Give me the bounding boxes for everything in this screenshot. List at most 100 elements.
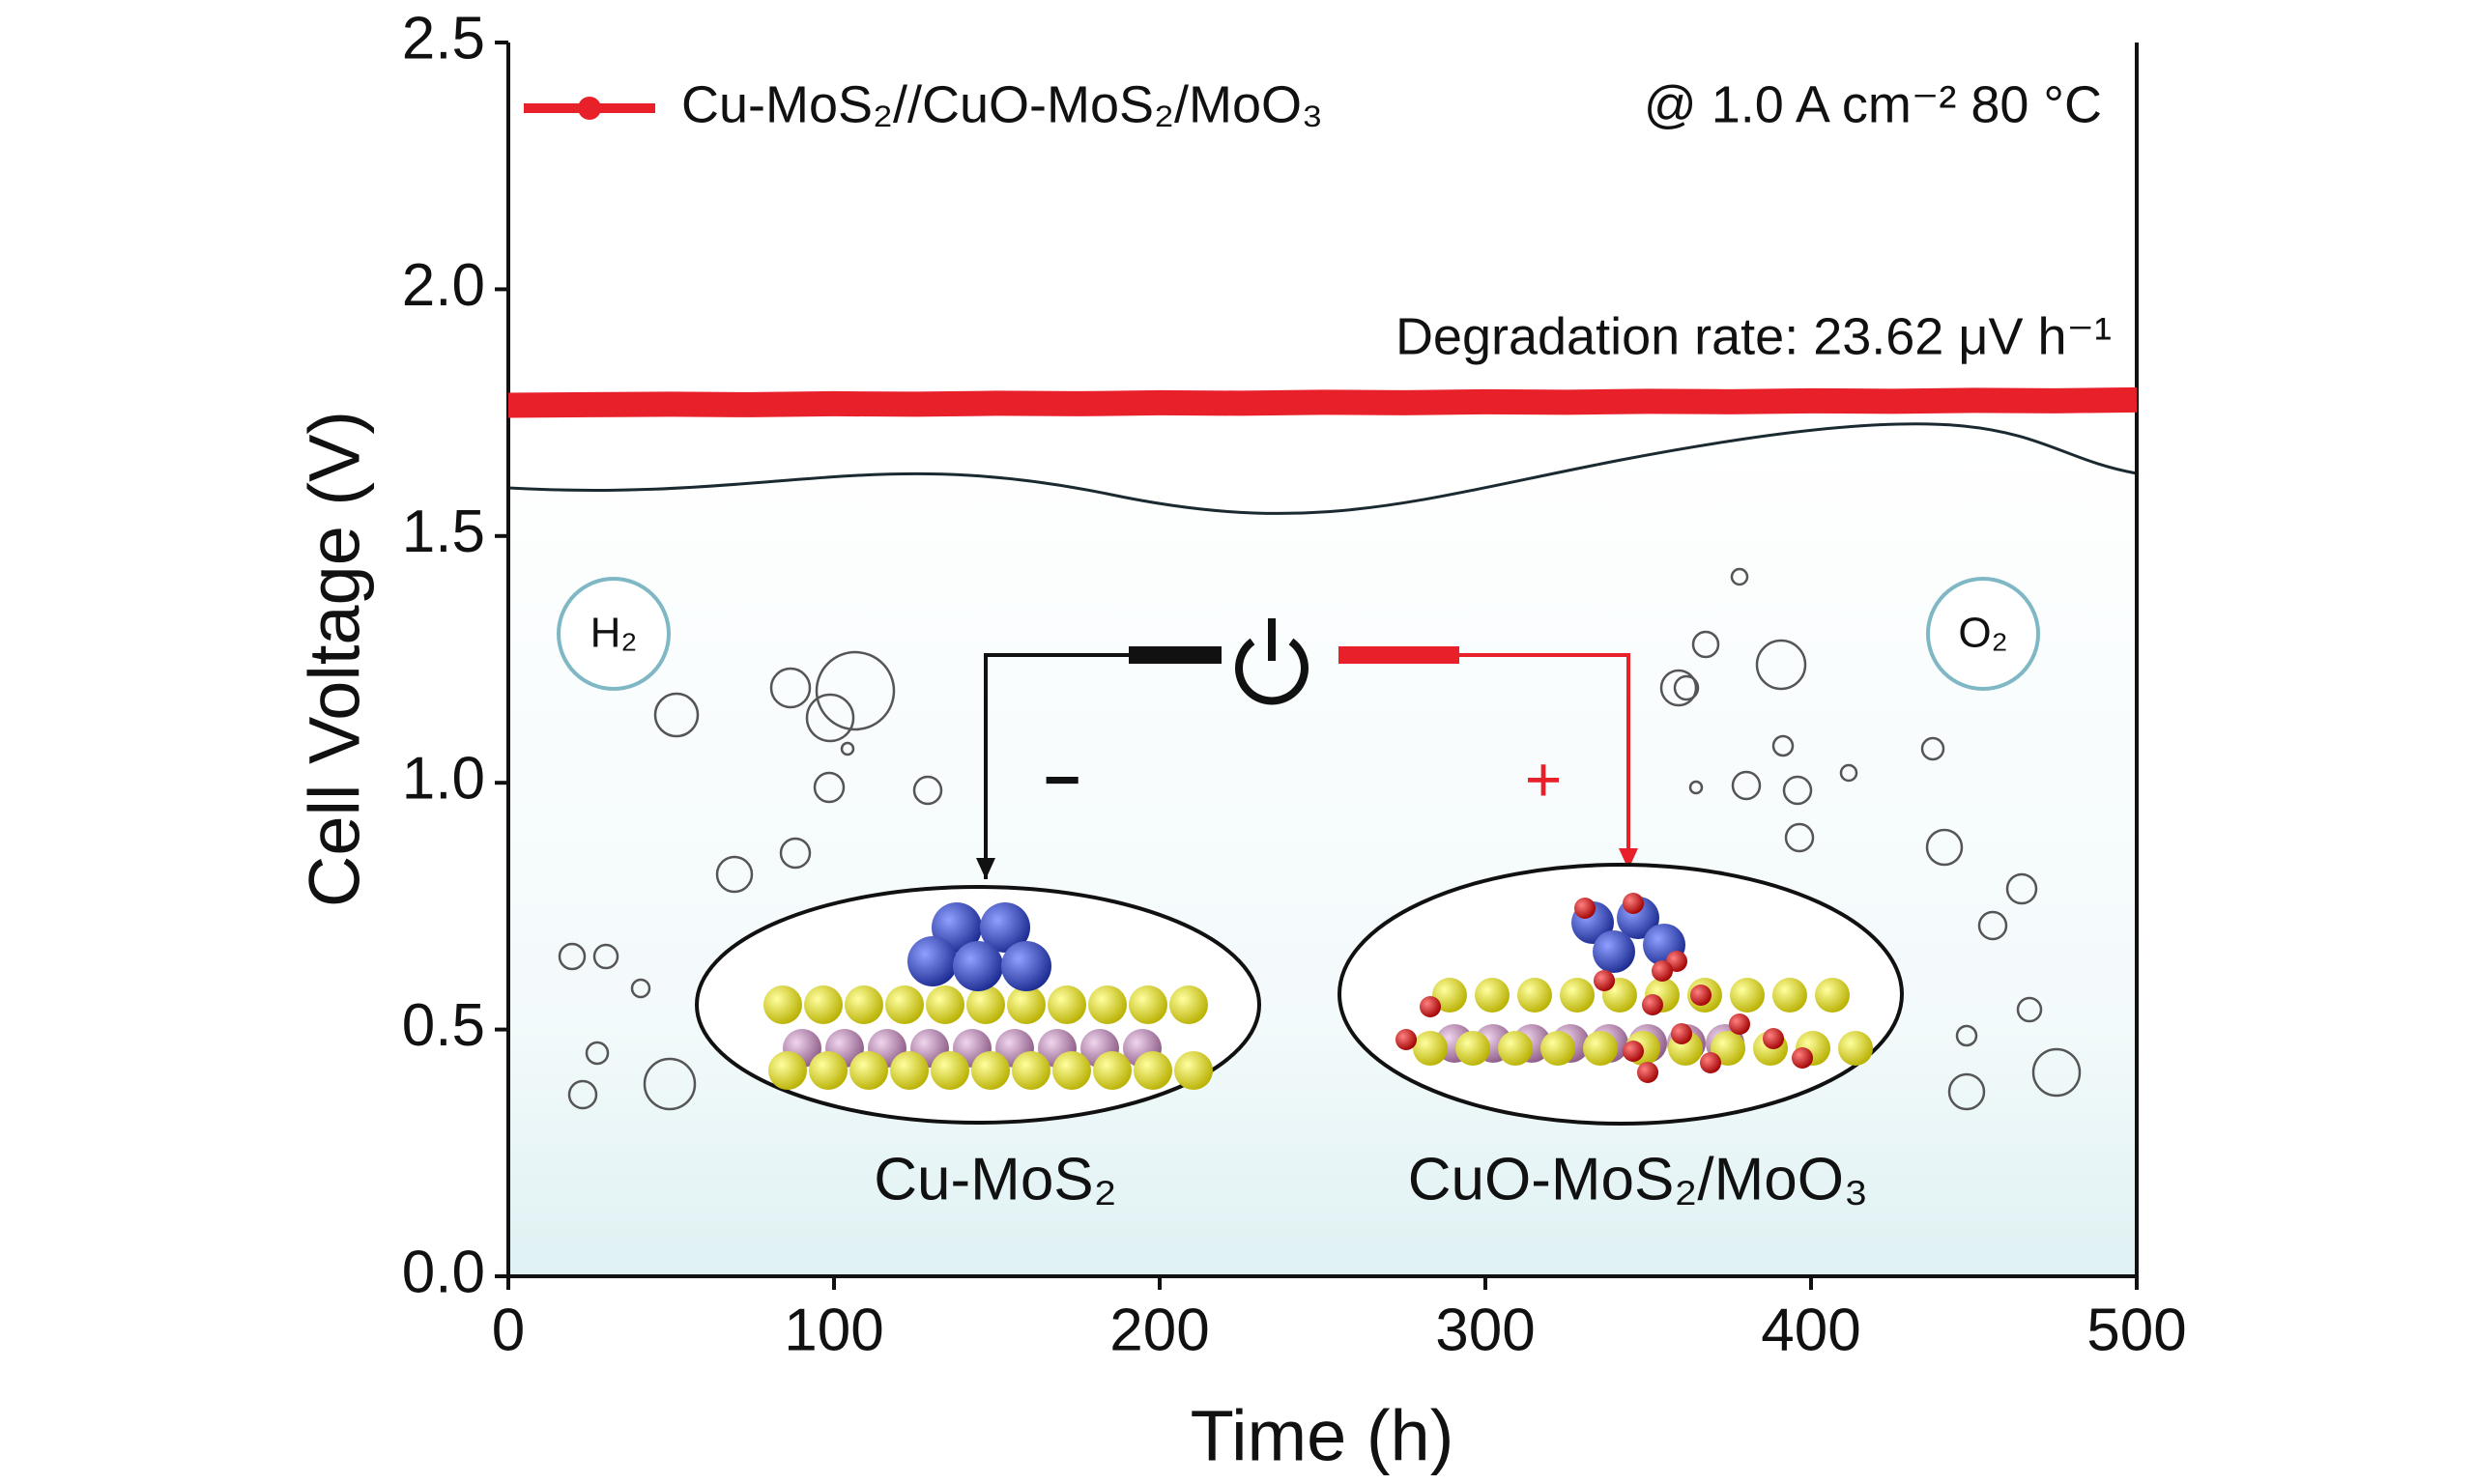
bubble	[2005, 872, 2038, 905]
atom	[1560, 978, 1595, 1013]
bubble	[2031, 1047, 2082, 1098]
gas-bubble	[557, 577, 671, 691]
bubble	[815, 650, 896, 731]
atom	[890, 1051, 929, 1090]
wire	[1459, 653, 1630, 862]
y-tick-label: 0.5	[402, 992, 485, 1059]
bubble	[1659, 669, 1698, 707]
y-tick-label: 1.0	[402, 746, 485, 813]
y-tick-label: 2.0	[402, 252, 485, 319]
bubble	[558, 942, 587, 971]
atom	[1637, 1062, 1658, 1083]
terminal	[1129, 646, 1222, 664]
arrow-head	[1619, 848, 1638, 870]
wire	[984, 653, 1129, 879]
data-line	[507, 386, 2138, 418]
cathode-sign: −	[1044, 743, 1081, 814]
atom	[1517, 978, 1552, 1013]
atom	[1574, 898, 1596, 919]
x-tick-label: 500	[2086, 1297, 2186, 1363]
atom	[966, 985, 1005, 1024]
bubble	[1691, 630, 1720, 659]
bubble	[653, 692, 700, 738]
atom	[1169, 985, 1208, 1024]
bubble	[643, 1057, 697, 1111]
bubble	[585, 1041, 610, 1066]
atom	[1690, 985, 1712, 1006]
atom	[1642, 994, 1663, 1015]
atom	[1623, 893, 1644, 914]
atom	[1671, 1023, 1692, 1044]
water-surface	[507, 422, 2138, 515]
bubble	[1784, 822, 1815, 853]
atom	[1475, 978, 1510, 1013]
atom	[980, 902, 1030, 953]
atom	[1729, 1013, 1750, 1035]
terminal	[1338, 646, 1459, 664]
anode-sign: +	[1525, 743, 1563, 814]
atom	[1730, 978, 1765, 1013]
atom	[1420, 996, 1441, 1017]
atom	[907, 936, 958, 986]
bubble	[805, 693, 855, 743]
y-tick-label: 0.0	[402, 1239, 485, 1305]
atom	[1048, 985, 1086, 1024]
atom	[1652, 960, 1673, 982]
atom	[1623, 1041, 1644, 1062]
bubble	[769, 667, 812, 709]
bubble	[912, 775, 943, 806]
atom	[1012, 1051, 1050, 1090]
bubble	[2016, 996, 2043, 1023]
atom	[804, 985, 843, 1024]
atom	[1772, 978, 1807, 1013]
anode-label: CuO-MoS₂/MoO₃	[1408, 1146, 1869, 1213]
atom	[1134, 1051, 1172, 1090]
illustration	[507, 422, 2138, 1276]
bubble	[1920, 736, 1945, 761]
atom	[1838, 1031, 1873, 1066]
x-axis-title: Time (h)	[1191, 1396, 1454, 1476]
atom	[1052, 1051, 1091, 1090]
atom	[845, 985, 883, 1024]
water	[508, 423, 2137, 1276]
atom	[1395, 1029, 1417, 1050]
bubble	[1839, 763, 1858, 783]
bubble	[1782, 775, 1813, 806]
bubble	[1673, 674, 1700, 701]
atom	[1815, 978, 1850, 1013]
y-tick-label: 2.5	[402, 5, 485, 71]
atom	[926, 985, 964, 1024]
bubble	[1731, 770, 1762, 801]
bubble	[1947, 1072, 1986, 1111]
cathode-label: Cu-MoS₂	[874, 1146, 1116, 1213]
atom	[768, 1051, 807, 1090]
bubble	[567, 1079, 598, 1110]
atom	[1432, 978, 1467, 1013]
atom	[931, 1051, 969, 1090]
atom	[1129, 985, 1167, 1024]
atom	[1700, 1052, 1721, 1073]
bubble	[715, 855, 754, 894]
power-icon	[1235, 638, 1309, 705]
bubble	[1755, 639, 1807, 691]
y-tick-label: 1.5	[402, 499, 485, 565]
gas-bubble	[1926, 577, 2040, 691]
atom	[1594, 970, 1615, 991]
bubble	[592, 943, 619, 970]
atom	[971, 1051, 1010, 1090]
condition-annotation: @ 1.0 A cm⁻² 80 °C	[1644, 75, 2102, 133]
bubble	[1730, 567, 1749, 586]
atom	[763, 985, 802, 1024]
atom	[953, 941, 1003, 991]
atom	[1455, 1031, 1490, 1066]
legend-label: Cu-MoS₂//CuO-MoS₂/MoO₃	[681, 75, 1323, 133]
atom	[1088, 985, 1127, 1024]
atom	[1001, 941, 1051, 991]
gas-label: O₂	[1958, 610, 2007, 657]
bubble	[779, 837, 812, 870]
atom	[1540, 1031, 1575, 1066]
atom	[1593, 930, 1635, 973]
atom	[1583, 1031, 1618, 1066]
